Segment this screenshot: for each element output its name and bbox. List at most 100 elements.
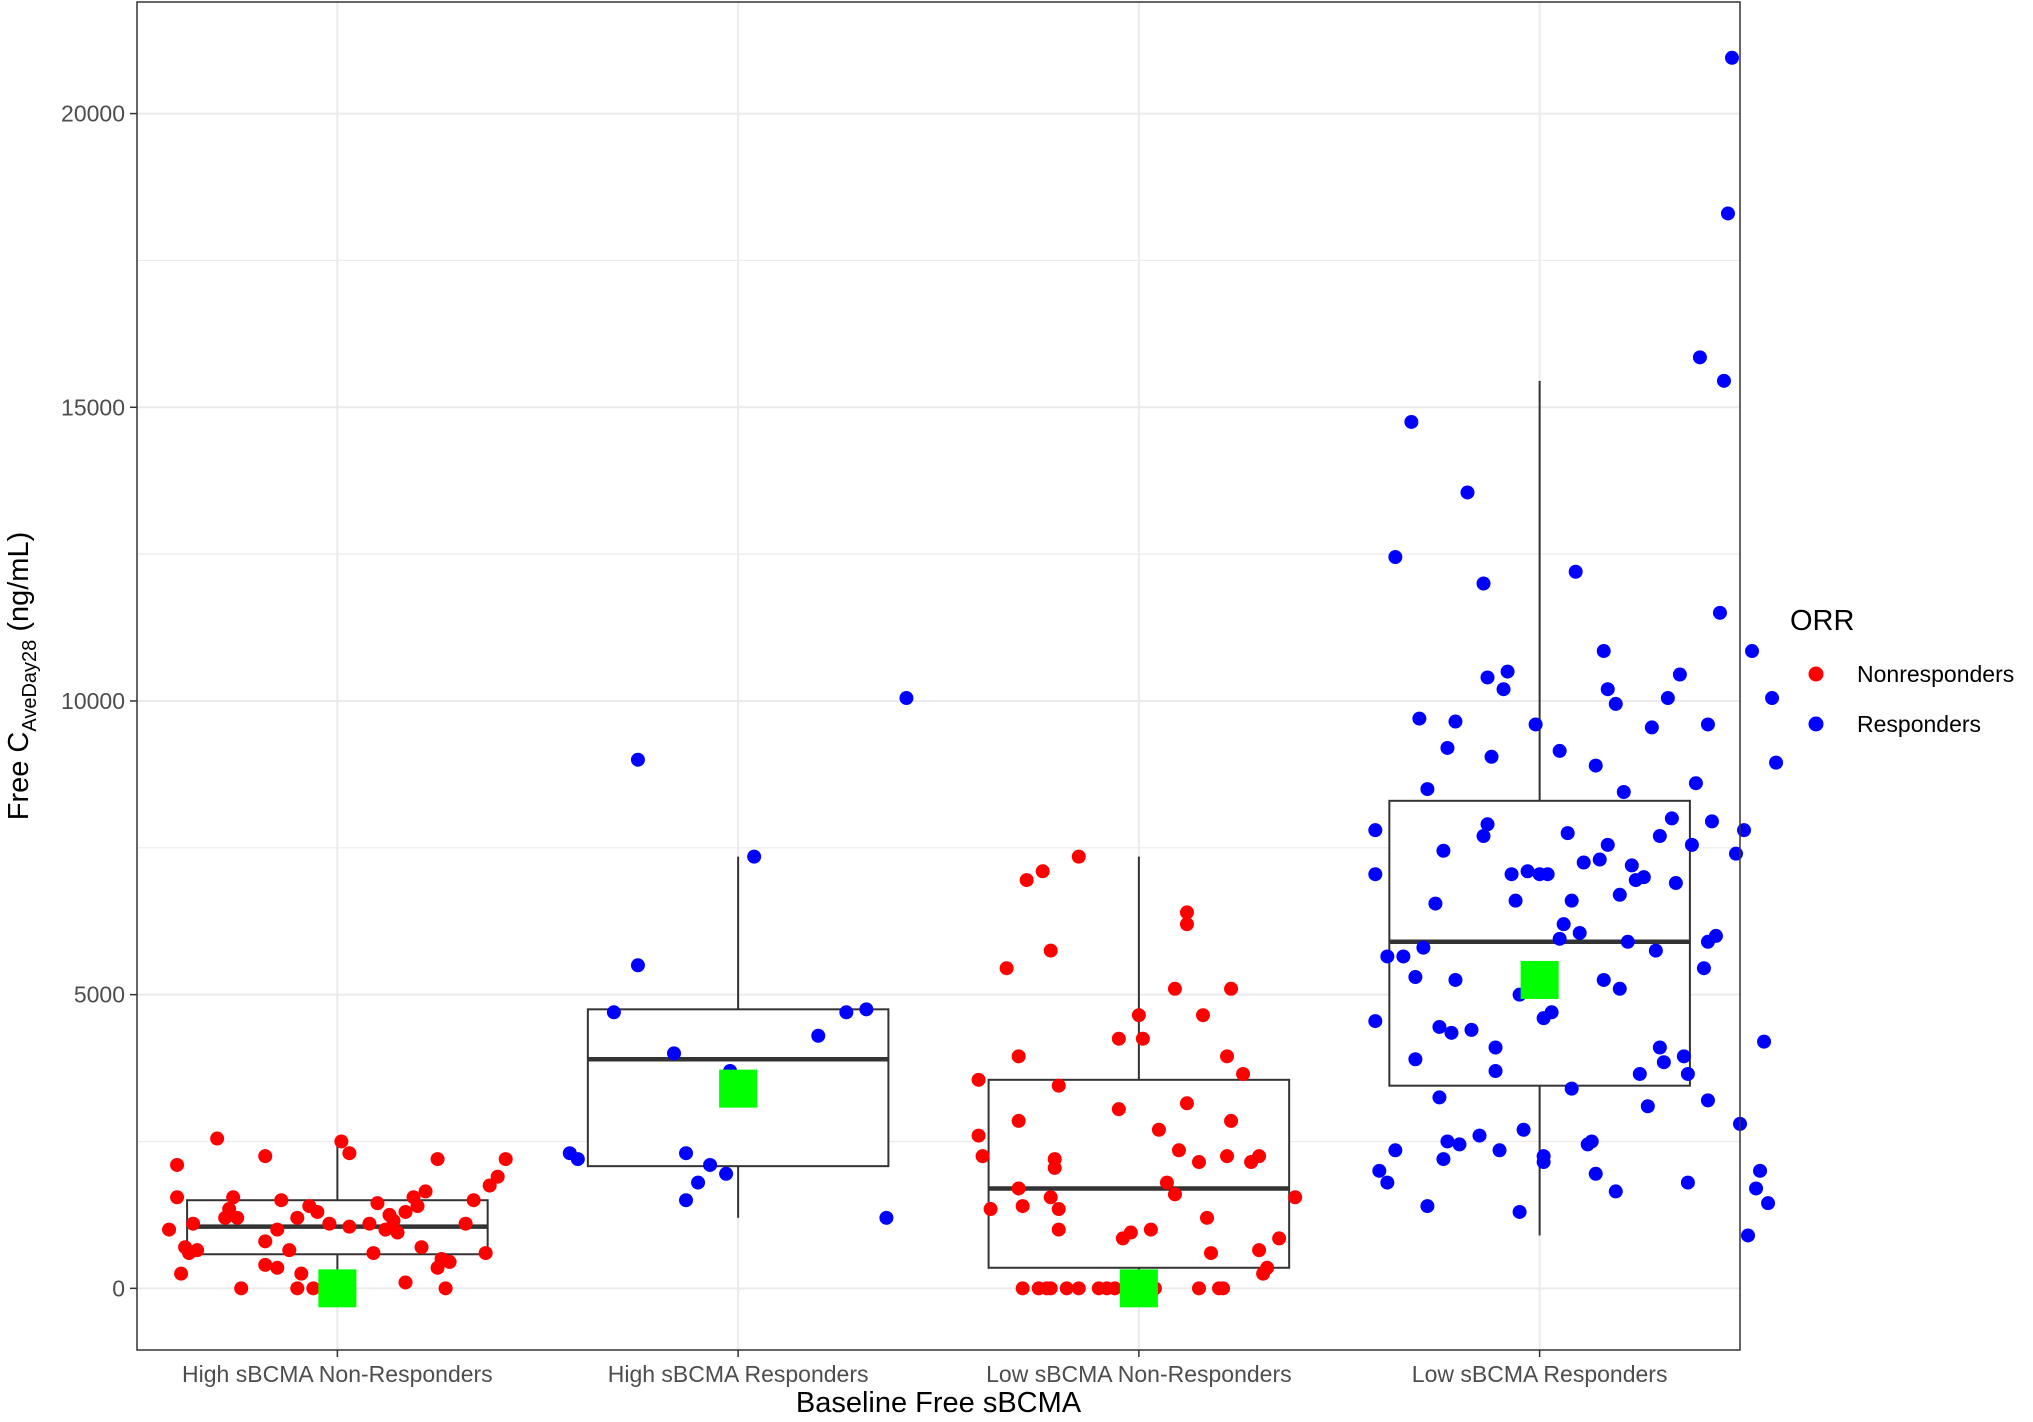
legend-title: ORR bbox=[1790, 605, 1854, 637]
data-point-responders bbox=[839, 1005, 854, 1020]
data-point-responders bbox=[1584, 1134, 1599, 1149]
data-point-responders bbox=[1408, 1052, 1423, 1067]
data-point-nonresponders bbox=[342, 1219, 357, 1234]
data-point-responders bbox=[1540, 867, 1555, 882]
data-point-nonresponders bbox=[1252, 1243, 1267, 1258]
x-tick-label: Low sBCMA Non-Responders bbox=[986, 1361, 1292, 1387]
data-point-nonresponders bbox=[430, 1152, 445, 1167]
data-point-responders bbox=[1728, 846, 1743, 861]
data-point-responders bbox=[1440, 740, 1455, 755]
data-point-responders bbox=[1492, 1143, 1507, 1158]
data-point-responders bbox=[1676, 1049, 1691, 1064]
data-point-nonresponders bbox=[186, 1216, 201, 1231]
data-point-responders bbox=[1432, 1090, 1447, 1105]
data-point-responders bbox=[1472, 1128, 1487, 1143]
data-point-responders bbox=[1396, 949, 1411, 964]
data-point-responders bbox=[1761, 1196, 1776, 1211]
data-point-responders bbox=[1516, 1122, 1531, 1137]
data-point-responders bbox=[1564, 893, 1579, 908]
data-point-nonresponders bbox=[1015, 1199, 1030, 1214]
data-point-responders bbox=[1476, 576, 1491, 591]
data-point-responders bbox=[1476, 829, 1491, 844]
data-point-responders bbox=[1668, 876, 1683, 891]
data-point-nonresponders bbox=[290, 1210, 305, 1225]
data-point-nonresponders bbox=[1272, 1231, 1287, 1246]
data-point-nonresponders bbox=[1123, 1225, 1138, 1240]
data-point-nonresponders bbox=[498, 1152, 513, 1167]
data-point-responders bbox=[747, 849, 762, 864]
data-point-nonresponders bbox=[1011, 1113, 1026, 1128]
data-point-nonresponders bbox=[1051, 1202, 1066, 1217]
data-point-responders bbox=[1737, 823, 1752, 838]
data-point-responders bbox=[811, 1028, 826, 1043]
data-point-responders bbox=[1612, 887, 1627, 902]
data-point-nonresponders bbox=[306, 1281, 321, 1296]
mean-marker bbox=[318, 1269, 357, 1308]
data-point-nonresponders bbox=[398, 1204, 413, 1219]
mean-marker bbox=[1119, 1269, 1158, 1308]
data-point-nonresponders bbox=[1071, 1281, 1086, 1296]
data-point-responders bbox=[1652, 829, 1667, 844]
data-point-responders bbox=[1528, 717, 1543, 732]
data-point-responders bbox=[1428, 896, 1443, 911]
data-point-responders bbox=[1552, 931, 1567, 946]
data-point-responders bbox=[1412, 711, 1427, 726]
data-point-responders bbox=[1672, 667, 1687, 682]
data-point-responders bbox=[1704, 814, 1719, 829]
data-point-responders bbox=[1724, 50, 1739, 65]
data-point-responders bbox=[1500, 664, 1515, 679]
legend-label-responders: Responders bbox=[1857, 711, 1981, 737]
data-point-nonresponders bbox=[438, 1281, 453, 1296]
data-point-nonresponders bbox=[442, 1254, 457, 1269]
data-point-responders bbox=[1432, 1019, 1447, 1034]
x-axis-title: Baseline Free sBCMA bbox=[796, 1387, 1082, 1419]
x-tick-label: Low sBCMA Responders bbox=[1412, 1361, 1668, 1387]
data-point-responders bbox=[1656, 1055, 1671, 1070]
data-point-responders bbox=[1436, 1152, 1451, 1167]
data-point-nonresponders bbox=[342, 1146, 357, 1161]
data-point-responders bbox=[1420, 1199, 1435, 1214]
data-point-responders bbox=[703, 1157, 718, 1172]
y-tick-label: 0 bbox=[112, 1275, 125, 1301]
data-point-nonresponders bbox=[1204, 1246, 1219, 1261]
data-point-responders bbox=[1753, 1163, 1768, 1178]
data-point-responders bbox=[1416, 940, 1431, 955]
data-point-nonresponders bbox=[1071, 849, 1086, 864]
data-point-nonresponders bbox=[170, 1157, 185, 1172]
data-point-nonresponders bbox=[190, 1243, 205, 1258]
data-point-responders bbox=[1664, 811, 1679, 826]
legend: ORR Nonresponders Responders bbox=[1790, 605, 2014, 737]
data-point-responders bbox=[1696, 961, 1711, 976]
data-point-responders bbox=[1552, 743, 1567, 758]
data-point-nonresponders bbox=[1047, 1152, 1062, 1167]
y-axis-title: Free CAveDay28 (ng/mL) bbox=[3, 532, 41, 821]
data-point-nonresponders bbox=[1200, 1210, 1215, 1225]
data-point-nonresponders bbox=[390, 1225, 405, 1240]
data-point-nonresponders bbox=[1179, 1096, 1194, 1111]
data-point-nonresponders bbox=[414, 1240, 429, 1255]
data-point-responders bbox=[1480, 817, 1495, 832]
data-point-nonresponders bbox=[458, 1216, 473, 1231]
data-point-nonresponders bbox=[1011, 1049, 1026, 1064]
data-point-responders bbox=[1632, 1066, 1647, 1081]
data-point-responders bbox=[1452, 1137, 1467, 1152]
data-point-nonresponders bbox=[1051, 1222, 1066, 1237]
data-point-responders bbox=[1749, 1181, 1764, 1196]
mean-markers-layer bbox=[318, 960, 1559, 1308]
data-point-nonresponders bbox=[1220, 1049, 1235, 1064]
data-point-responders bbox=[1460, 485, 1475, 500]
data-point-responders bbox=[1556, 917, 1571, 932]
data-point-nonresponders bbox=[226, 1190, 241, 1205]
data-point-responders bbox=[1596, 972, 1611, 987]
data-point-nonresponders bbox=[983, 1202, 998, 1217]
data-point-responders bbox=[1372, 1163, 1387, 1178]
data-point-nonresponders bbox=[1043, 1190, 1058, 1205]
mean-marker bbox=[719, 1069, 758, 1108]
data-point-nonresponders bbox=[322, 1216, 337, 1231]
data-point-nonresponders bbox=[971, 1072, 986, 1087]
data-point-nonresponders bbox=[478, 1246, 493, 1261]
data-point-nonresponders bbox=[270, 1260, 285, 1275]
data-point-responders bbox=[1684, 837, 1699, 852]
data-point-responders bbox=[879, 1210, 894, 1225]
data-point-nonresponders bbox=[1051, 1078, 1066, 1093]
